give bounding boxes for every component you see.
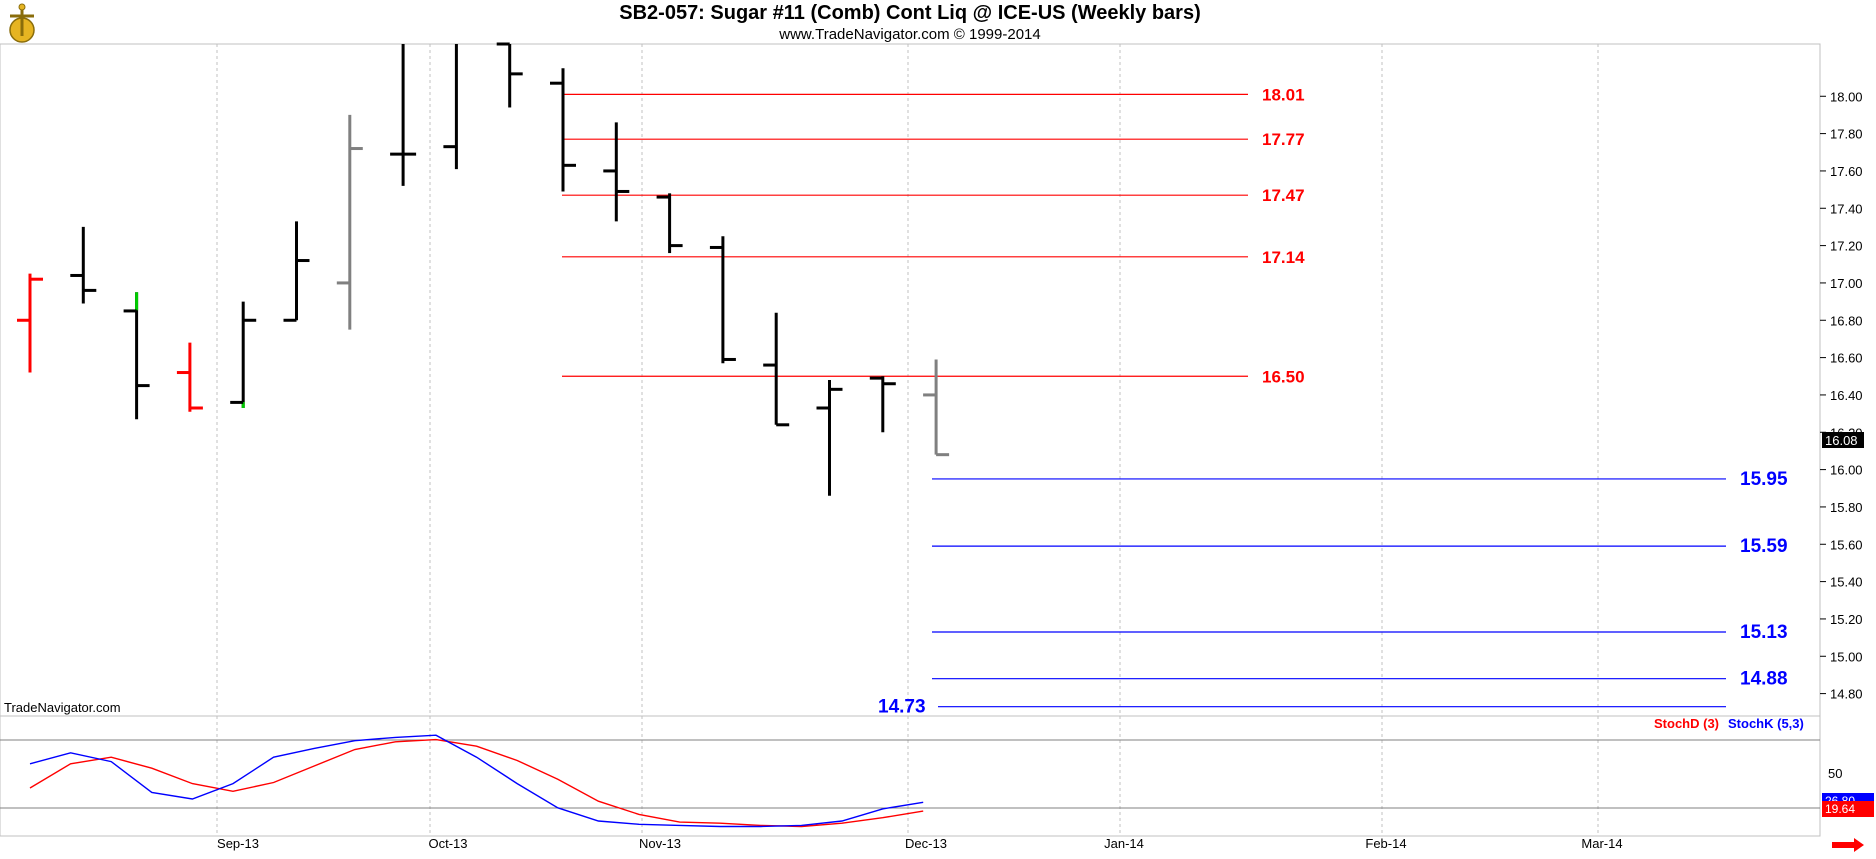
resistance-level-label: 16.50 — [1262, 367, 1305, 386]
chart-title: SB2-057: Sugar #11 (Comb) Cont Liq @ ICE… — [619, 2, 1201, 24]
ohlc-bar — [550, 68, 576, 192]
ohlc-bar — [176, 342, 203, 412]
y-tick-label: 14.80 — [1830, 687, 1863, 702]
fib-levels: 18.01 17.77 17.47 17.14 16.50 15.95 15.59 15.13… — [562, 85, 1788, 718]
x-tick-label: Sep-13 — [217, 836, 259, 851]
support-level-label: 14.88 — [1740, 669, 1788, 690]
ohlc-bar — [70, 226, 97, 304]
x-tick-label: Feb-14 — [1365, 836, 1406, 851]
date-axis: Sep-13 Oct-13 Nov-13 Dec-13 Jan-14 Feb-14 Mar-… — [217, 836, 1623, 851]
resistance-level-label: 17.47 — [1262, 186, 1305, 205]
support-level-label: 14.73 — [878, 697, 926, 718]
resistance-level-label: 17.77 — [1262, 130, 1305, 149]
price-bars — [17, 42, 950, 496]
ohlc-bar — [336, 114, 363, 330]
last-price-label: 16.08 — [1825, 433, 1858, 448]
stoch-d-value-box — [1822, 801, 1874, 817]
y-tick-label: 18.00 — [1830, 89, 1863, 104]
y-tick-label: 17.40 — [1830, 201, 1863, 216]
stochastic-panel: 50 26.80 19.64 — [0, 734, 1874, 828]
ohlc-bar — [603, 122, 630, 222]
grid-lines — [216, 44, 1599, 836]
ohlc-bar — [443, 44, 458, 170]
stochastic-panel-frame — [0, 715, 1821, 837]
price-panel-frame — [0, 43, 1821, 717]
x-tick-label: Oct-13 — [428, 836, 467, 851]
y-tick-label: 16.40 — [1830, 388, 1863, 403]
y-tick-label: 16.80 — [1830, 313, 1863, 328]
y-tick-label: 15.40 — [1830, 575, 1863, 590]
ohlc-bar — [390, 44, 417, 186]
ohlc-bar — [283, 221, 310, 322]
stoch-tick-50: 50 — [1828, 766, 1842, 781]
ohlc-bar — [656, 193, 683, 254]
ohlc-bar — [496, 42, 523, 108]
y-tick-label: 16.60 — [1830, 351, 1863, 366]
resistance-level-label: 18.01 — [1262, 85, 1305, 104]
scroll-right-arrow-icon[interactable] — [1830, 838, 1866, 852]
y-tick-label: 17.20 — [1830, 239, 1863, 254]
x-tick-label: Nov-13 — [639, 836, 681, 851]
stoch-d-legend: StochD (3) — [1654, 716, 1719, 731]
x-tick-label: Mar-14 — [1581, 836, 1622, 851]
y-tick-label: 15.00 — [1830, 649, 1863, 664]
x-tick-label: Jan-14 — [1104, 836, 1144, 851]
ohlc-bar — [709, 236, 736, 364]
ohlc-bar — [230, 301, 257, 408]
ohlc-bar — [923, 359, 950, 457]
watermark: TradeNavigator.com — [4, 700, 121, 715]
resistance-level-label: 17.14 — [1262, 248, 1305, 267]
y-tick-label: 15.20 — [1830, 612, 1863, 627]
y-tick-label: 16.00 — [1830, 463, 1863, 478]
y-tick-label: 17.80 — [1830, 127, 1863, 142]
ohlc-bar — [17, 273, 43, 373]
ohlc-bar — [816, 380, 843, 496]
ohlc-bar — [763, 312, 790, 427]
x-tick-label: Dec-13 — [905, 836, 947, 851]
y-tick-label: 15.60 — [1830, 537, 1863, 552]
ohlc-bar — [123, 292, 150, 420]
stoch-d-value: 19.64 — [1825, 802, 1855, 816]
stoch-k-legend: StochK (5,3) — [1728, 716, 1804, 731]
last-price-marker: 16.08 — [1822, 432, 1864, 448]
support-level-label: 15.13 — [1740, 622, 1788, 643]
support-level-label: 15.95 — [1740, 469, 1788, 490]
ohlc-bar — [869, 376, 896, 433]
y-tick-label: 17.00 — [1830, 276, 1863, 291]
stoch-d-line — [29, 738, 924, 828]
stoch-k-line — [29, 734, 924, 828]
y-tick-label: 15.80 — [1830, 500, 1863, 515]
price-axis: 18.00 17.80 17.60 17.40 17.20 17.00 16.80 16.60… — [1820, 89, 1863, 702]
last-price-box — [1822, 432, 1864, 448]
trade-navigator-logo-icon — [9, 3, 35, 43]
chart-subtitle: www.TradeNavigator.com © 1999-2014 — [779, 26, 1041, 43]
y-tick-label: 17.60 — [1830, 164, 1863, 179]
support-level-label: 15.59 — [1740, 536, 1788, 557]
